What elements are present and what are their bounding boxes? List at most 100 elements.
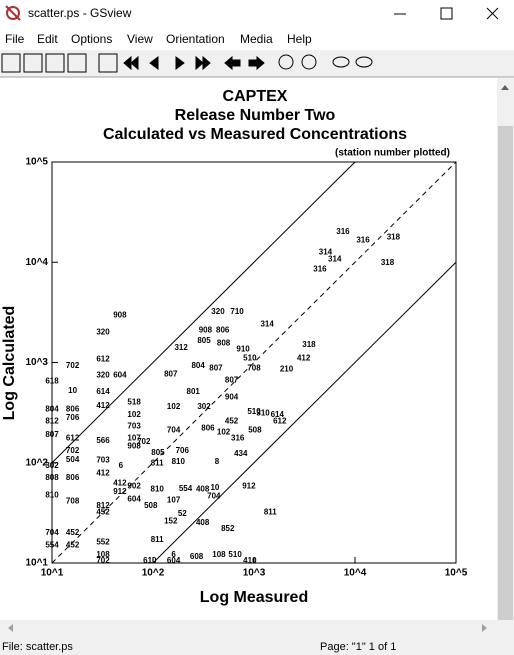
reference-line — [152, 261, 457, 564]
station-point: 107 — [167, 496, 181, 505]
forward-button[interactable] — [248, 55, 265, 71]
station-point: 312 — [174, 343, 188, 352]
station-point: 604 — [167, 556, 181, 565]
station-point: 452 — [66, 540, 80, 549]
menu-item[interactable]: Media — [240, 32, 273, 46]
station-point: 566 — [96, 436, 110, 445]
y-tick-label: 10^1 — [25, 558, 48, 569]
station-point: 314 — [260, 319, 274, 328]
station-point: 806 — [66, 405, 80, 414]
scroll-up[interactable] — [501, 85, 509, 90]
info-button[interactable] — [45, 53, 65, 73]
station-point: 810 — [172, 457, 186, 466]
scroll-left[interactable] — [8, 624, 13, 632]
menu-item[interactable]: View — [127, 32, 153, 46]
station-point: 612 — [66, 434, 80, 443]
station-point: 318 — [387, 232, 401, 241]
next-page-button[interactable] — [175, 56, 185, 70]
close-button[interactable] — [486, 7, 499, 20]
x-tick-label: 10^5 — [445, 568, 468, 579]
station-point: 314 — [328, 254, 342, 263]
station-point: 910 — [236, 345, 250, 354]
station-point: 452 — [225, 416, 239, 425]
station-point: 708 — [247, 364, 261, 373]
x-tick-label: 10^3 — [243, 568, 266, 579]
menu-bar — [0, 30, 514, 50]
menu-item[interactable]: Edit — [37, 32, 58, 46]
view-button[interactable] — [332, 56, 350, 68]
last-page-button[interactable] — [195, 55, 204, 71]
maximize-button[interactable] — [440, 7, 453, 20]
help-button[interactable] — [67, 53, 87, 73]
print-button[interactable] — [23, 53, 43, 73]
station-point: 604 — [127, 495, 141, 504]
icon-part — [130, 55, 139, 71]
station-point: 510 — [243, 353, 257, 362]
station-point: 320 — [211, 307, 225, 316]
station-point: 703 — [96, 456, 110, 465]
station-point: 612 — [273, 416, 287, 425]
station-point: 10 — [210, 483, 219, 492]
station-point: 552 — [96, 538, 110, 547]
zoom-in-button[interactable] — [278, 54, 294, 70]
zoom-out-button[interactable] — [301, 54, 317, 70]
annotation: (station number plotted) — [335, 148, 450, 159]
page — [0, 78, 497, 620]
icon-part — [202, 55, 211, 71]
station-point: 811 — [151, 459, 164, 468]
station-point: 316 — [336, 227, 350, 236]
station-point: 811 — [264, 507, 277, 516]
station-point: 316 — [356, 235, 370, 244]
station-point: 704 — [207, 492, 221, 501]
station-point: 608 — [190, 552, 204, 561]
prev-page-button[interactable] — [149, 56, 159, 70]
menu-item[interactable]: File — [5, 32, 25, 46]
y-tick-label: 10^2 — [25, 457, 48, 468]
y-tick-label: 10^4 — [25, 257, 48, 268]
station-point: 807 — [45, 430, 59, 439]
station-point: 804 — [45, 405, 59, 414]
station-point: 504 — [66, 455, 80, 464]
station-point: 811 — [151, 535, 164, 544]
station-point: 508 — [144, 501, 158, 510]
goto-button[interactable] — [98, 53, 118, 73]
station-point: 807 — [209, 364, 223, 373]
station-point: 210 — [280, 365, 294, 374]
station-point: 806 — [66, 473, 80, 482]
station-point: 320 — [96, 327, 110, 336]
station-point: 107 — [127, 434, 141, 443]
scroll-right[interactable] — [482, 624, 487, 632]
y-tick-label: 10^3 — [25, 357, 48, 368]
station-point: 808 — [217, 339, 231, 348]
station-point: 704 — [167, 426, 181, 435]
station-point: 806 — [216, 325, 230, 334]
station-point: 410 — [243, 556, 257, 565]
app-icon — [5, 5, 21, 21]
scroll-thumb[interactable] — [498, 126, 513, 620]
station-point: 6 — [171, 550, 176, 559]
view2-button[interactable] — [355, 56, 373, 68]
horizontal-scrollbar[interactable] — [0, 620, 514, 637]
status-page: Page: "1" 1 of 1 — [320, 641, 396, 653]
chart-title: CAPTEX — [223, 88, 288, 105]
station-point: 806 — [201, 424, 215, 433]
station-point: 108 — [212, 550, 226, 559]
station-point: 102 — [167, 402, 181, 411]
menu-item[interactable]: Orientation — [166, 32, 225, 46]
station-point: 314 — [319, 247, 333, 256]
station-point: 310 — [256, 409, 270, 418]
station-point: 408 — [196, 518, 210, 527]
station-point: 702 — [66, 361, 80, 370]
menu-item[interactable]: Help — [287, 32, 312, 46]
station-point: 320 — [96, 371, 110, 380]
station-point: 510 — [247, 407, 261, 416]
station-point: 302 — [197, 402, 211, 411]
open-button[interactable] — [1, 53, 21, 73]
menu-item[interactable]: Options — [71, 32, 112, 46]
station-point: 912 — [242, 482, 256, 491]
station-point: 708 — [66, 497, 80, 506]
station-point: 412 — [96, 469, 110, 478]
station-point: 805 — [151, 448, 165, 457]
back-button[interactable] — [224, 55, 241, 71]
y-axis-label: Log Calculated — [1, 306, 18, 421]
